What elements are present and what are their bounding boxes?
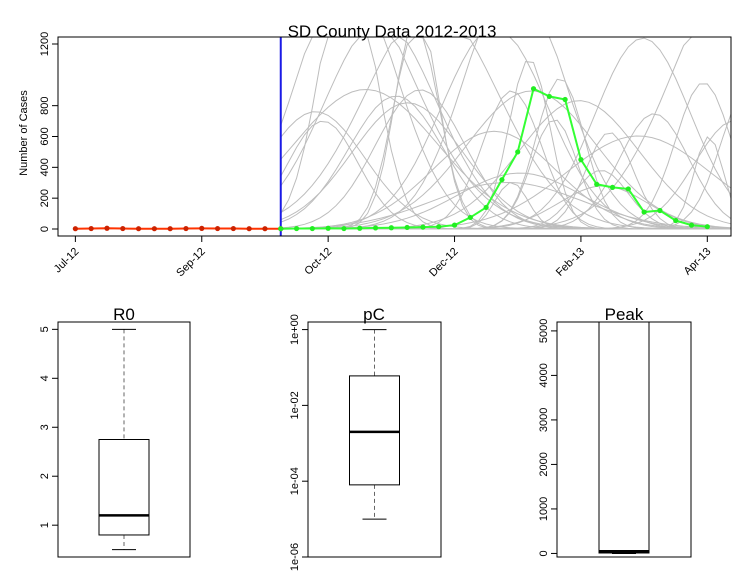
simulation-line xyxy=(280,102,731,230)
simulation-line xyxy=(280,90,732,230)
chart-title: SD County Data 2012-2013 xyxy=(288,22,497,41)
y-tick-label: 5 xyxy=(39,326,51,332)
forecast-point xyxy=(641,209,647,215)
fitted-point xyxy=(262,226,268,232)
fitted-point xyxy=(167,226,173,232)
forecast-point xyxy=(388,225,394,231)
x-tick-label: Oct-12 xyxy=(302,246,334,278)
forecast-point xyxy=(420,224,426,230)
box-frame xyxy=(57,321,191,558)
observed-series xyxy=(72,37,710,236)
forecast-point xyxy=(483,204,489,211)
fitted-point xyxy=(151,226,157,232)
y-tick-label: 1e-06 xyxy=(289,543,301,571)
forecast-point xyxy=(278,226,284,232)
y-tick-label: 800 xyxy=(39,96,51,114)
forecast-point xyxy=(609,184,616,190)
forecast-point xyxy=(562,96,568,103)
y-tick-label: 2 xyxy=(39,473,51,479)
fitted-point xyxy=(135,226,142,232)
x-tick-label: Dec-12 xyxy=(427,246,461,280)
y-tick-label: 1e+00 xyxy=(289,314,301,345)
y-tick-label: 1000 xyxy=(538,497,550,521)
simulation-line xyxy=(280,88,731,230)
simulation-line xyxy=(280,100,732,230)
y-tick-label: 1e-02 xyxy=(289,391,301,419)
forecast-point xyxy=(309,225,315,232)
forecast-point xyxy=(530,86,537,92)
forecast-series-line xyxy=(280,87,708,230)
forecast-point xyxy=(436,224,442,230)
simulation-trajectories xyxy=(280,36,732,230)
y-tick-label: 4000 xyxy=(538,363,550,387)
plot-frame xyxy=(57,36,732,237)
y-tick-label: 200 xyxy=(39,189,51,207)
y-tick-label: 3 xyxy=(39,424,51,430)
fitted-point xyxy=(88,225,94,232)
forecast-point xyxy=(451,222,458,228)
y-tick-label: 1e-04 xyxy=(289,467,301,495)
box-frame xyxy=(307,321,442,558)
fitted-point xyxy=(230,225,236,232)
forecast-point xyxy=(578,157,584,163)
forecast-point xyxy=(625,186,631,192)
y-tick-label: 2000 xyxy=(538,452,550,476)
forecast-point xyxy=(499,177,505,183)
iqr-box xyxy=(598,321,650,554)
fitted-point xyxy=(199,225,205,231)
y-tick-label: 0 xyxy=(39,226,51,232)
simulation-line xyxy=(280,36,731,230)
fitted-point xyxy=(120,225,126,232)
panel-title-pc: pC xyxy=(363,305,385,324)
x-tick-label: Feb-13 xyxy=(554,246,587,279)
y-tick-label: 400 xyxy=(39,158,51,176)
forecast-point xyxy=(657,207,663,214)
forecast-point xyxy=(546,93,552,100)
panel-title-r0: R0 xyxy=(113,305,135,324)
y-tick-label: 5000 xyxy=(538,319,550,343)
box-panel-pc: pC 1e-06 1e-04 1e-02 1e+00 xyxy=(289,305,442,571)
forecast-point xyxy=(357,225,363,231)
y-tick-label: 600 xyxy=(39,127,51,145)
forecast-point xyxy=(325,225,331,231)
simulation-line xyxy=(280,95,731,230)
iqr-box xyxy=(98,439,150,536)
simulation-line xyxy=(280,36,731,230)
fitted-point xyxy=(104,225,110,231)
y-tick-label: 1 xyxy=(39,522,51,528)
forecast-point xyxy=(515,149,521,155)
fitted-point xyxy=(246,226,252,232)
simulation-line xyxy=(280,181,732,230)
x-tick-label: Apr-13 xyxy=(682,246,714,278)
box-panel-peak: Peak 0 1000 2000 3000 4000 5000 xyxy=(538,305,692,558)
y-tick-label: 3000 xyxy=(538,408,550,432)
forecast-point xyxy=(372,225,379,231)
forecast-point xyxy=(594,181,600,187)
forecast-point xyxy=(341,225,347,232)
fitted-point xyxy=(72,226,78,232)
x-tick-label: Jul-12 xyxy=(52,246,82,276)
y-axis-label: Number of Cases xyxy=(18,90,30,176)
forecast-point xyxy=(293,225,300,232)
y-tick-label: 1200 xyxy=(39,32,51,56)
forecast-point xyxy=(704,224,710,230)
box-panel-r0: R0 1 2 3 4 5 xyxy=(39,305,191,558)
forecast-point xyxy=(404,224,410,231)
simulation-line xyxy=(280,130,731,230)
y-tick-label: 4 xyxy=(39,375,51,381)
panel-title-peak: Peak xyxy=(605,305,644,324)
forecast-point xyxy=(467,214,473,221)
iqr-box xyxy=(349,375,400,486)
y-tick-label: 0 xyxy=(538,550,550,556)
forecast-point xyxy=(673,217,679,224)
fitted-point xyxy=(214,225,221,232)
forecast-point xyxy=(688,222,695,228)
x-tick-label: Sep-12 xyxy=(174,246,208,280)
fitted-point xyxy=(183,225,189,232)
time-series-panel: SD County Data 2012-2013 Number of Cases… xyxy=(18,22,732,280)
